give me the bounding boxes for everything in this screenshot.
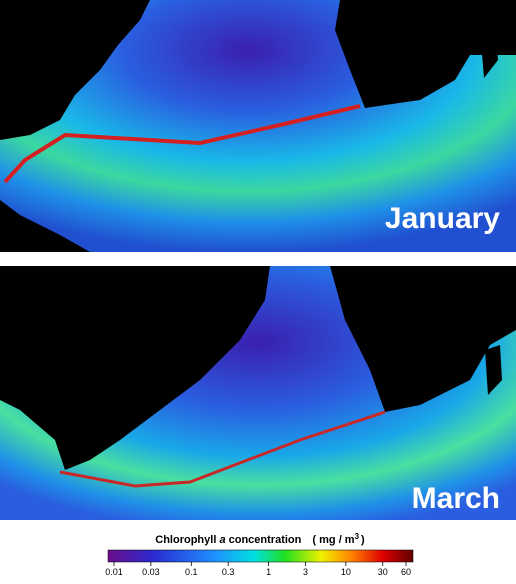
tick-label: 30 (378, 567, 388, 577)
tick-label: 10 (341, 567, 351, 577)
panel-march: March (0, 266, 516, 520)
colorbar: Chlorophyll a concentration ( mg / m3) 0… (105, 532, 414, 577)
colorbar-title: Chlorophyll a concentration ( mg / m3) (155, 532, 365, 546)
tick-label: 0.01 (105, 567, 123, 577)
south-america (0, 0, 150, 140)
tick-label: 3 (303, 567, 308, 577)
south-america (0, 266, 270, 470)
title-part: ( mg / m (312, 534, 354, 546)
africa (335, 0, 516, 108)
panel-label: March (412, 482, 500, 515)
title-part: concentration (229, 534, 302, 546)
title-part: a (219, 534, 225, 546)
tick-label: 0.3 (222, 567, 235, 577)
tick-label: 60 (401, 567, 411, 577)
tick-label: 1 (266, 567, 271, 577)
title-part: ) (361, 534, 365, 546)
tick-label: 0.03 (142, 567, 160, 577)
ship-route (59, 410, 386, 488)
land-south (0, 200, 90, 252)
tick-label: 0.1 (185, 567, 198, 577)
title-part: Chlorophyll (155, 534, 216, 546)
africa (330, 266, 516, 412)
panel-label: January (385, 202, 500, 235)
madagascar (485, 345, 502, 395)
madagascar (480, 25, 498, 78)
panel-january: January (0, 0, 516, 252)
title-part: 3 (355, 532, 360, 541)
ship-route (3, 104, 361, 184)
colorbar-scale (107, 549, 414, 563)
